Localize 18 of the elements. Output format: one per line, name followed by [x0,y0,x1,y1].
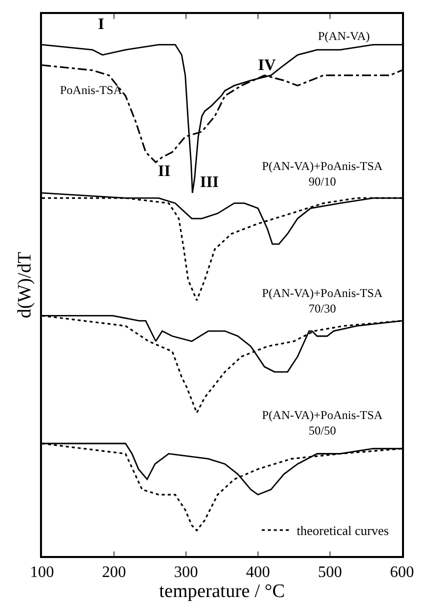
annotation: III [200,174,219,191]
annotation: PoAnis-TSA [60,83,122,97]
x-tick-label: 600 [390,564,414,581]
x-tick-label: 400 [246,564,270,581]
text: I [98,16,104,33]
y-axis-title: d(W)/dT [14,251,36,318]
annotation: II [158,163,170,180]
annotation: P(AN-VA)+PoAnis-TSA 50/50 [262,408,383,438]
x-tick-label: 500 [318,564,342,581]
x-tick-label: 300 [174,564,198,581]
annotation: P(AN-VA)+PoAnis-TSA 70/30 [262,286,383,316]
annotation: P(AN-VA)+PoAnis-TSA 90/10 [262,159,383,189]
annotation: IV [258,57,276,74]
text: P(AN-VA) [318,29,370,43]
legend-label: theoretical curves [296,523,389,538]
x-tick-label: 200 [102,564,126,581]
x-tick-label: 100 [30,564,54,581]
x-axis-title: temperature / °C [159,580,285,602]
